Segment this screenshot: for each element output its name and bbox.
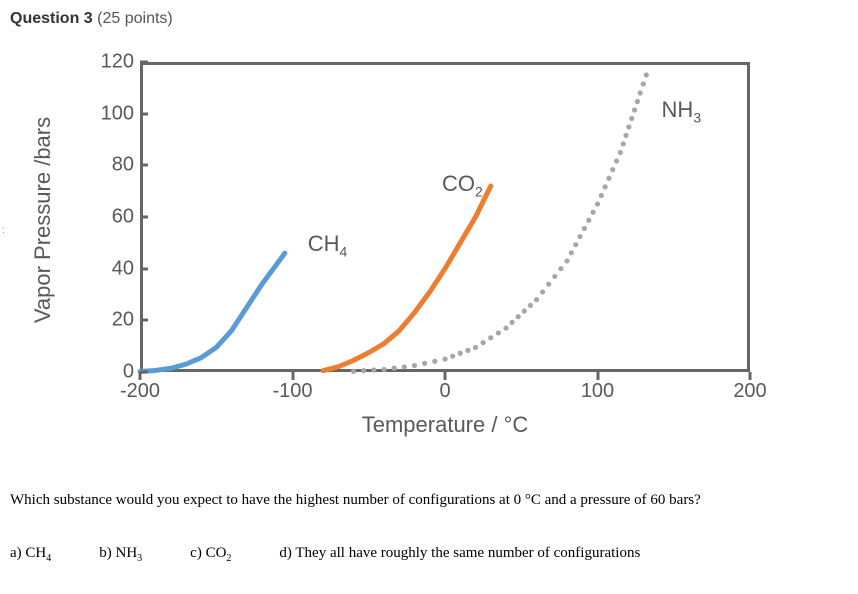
x-axis-label: Temperature / °C: [362, 412, 529, 438]
series-label-NH3: NH3: [662, 97, 702, 125]
series-CO2: [323, 186, 491, 371]
xtick-mark: [444, 372, 447, 380]
question-points: (25 points): [97, 10, 173, 27]
ytick-label: 20: [94, 309, 134, 332]
ytick-mark: [140, 267, 148, 270]
question-text: Which substance would you expect to have…: [10, 490, 830, 510]
answer-choices: a) CH4 b) NH3 c) CO2 d) They all have ro…: [10, 545, 830, 564]
question-number: Question 3: [10, 10, 93, 27]
stray-colon: :: [2, 225, 5, 236]
ytick-mark: [140, 319, 148, 322]
xtick-mark: [291, 372, 294, 380]
ytick-mark: [140, 112, 148, 115]
xtick-label: 200: [733, 380, 766, 403]
xtick-label: 100: [581, 380, 614, 403]
series-label-CH4: CH4: [308, 231, 348, 259]
answer-c[interactable]: c) CO2: [190, 545, 231, 564]
xtick-label: -200: [120, 380, 160, 403]
ytick-label: 120: [94, 51, 134, 74]
ytick-label: 40: [94, 257, 134, 280]
xtick-mark: [139, 372, 142, 380]
xtick-label: 0: [439, 380, 450, 403]
answer-a[interactable]: a) CH4: [10, 545, 51, 564]
vapor-pressure-chart: Vapor Pressure /bars Temperature / °C 0 2…: [25, 40, 795, 470]
ytick-mark: [140, 216, 148, 219]
answer-b[interactable]: b) NH3: [99, 545, 142, 564]
xtick-mark: [749, 372, 752, 380]
series-NH3: [351, 72, 649, 374]
xtick-label: -100: [272, 380, 312, 403]
xtick-mark: [596, 372, 599, 380]
ytick-mark: [140, 61, 148, 64]
question-header: Question 3 (25 points): [0, 0, 858, 32]
ytick-label: 60: [94, 206, 134, 229]
ytick-label: 80: [94, 154, 134, 177]
answer-d[interactable]: d) They all have roughly the same number…: [279, 545, 640, 564]
ytick-mark: [140, 164, 148, 167]
ytick-label: 100: [94, 102, 134, 125]
chart-curves: [140, 62, 750, 372]
series-CH4: [140, 253, 285, 371]
series-label-CO2: CO2: [442, 171, 483, 199]
y-axis-label: Vapor Pressure /bars: [30, 117, 56, 323]
